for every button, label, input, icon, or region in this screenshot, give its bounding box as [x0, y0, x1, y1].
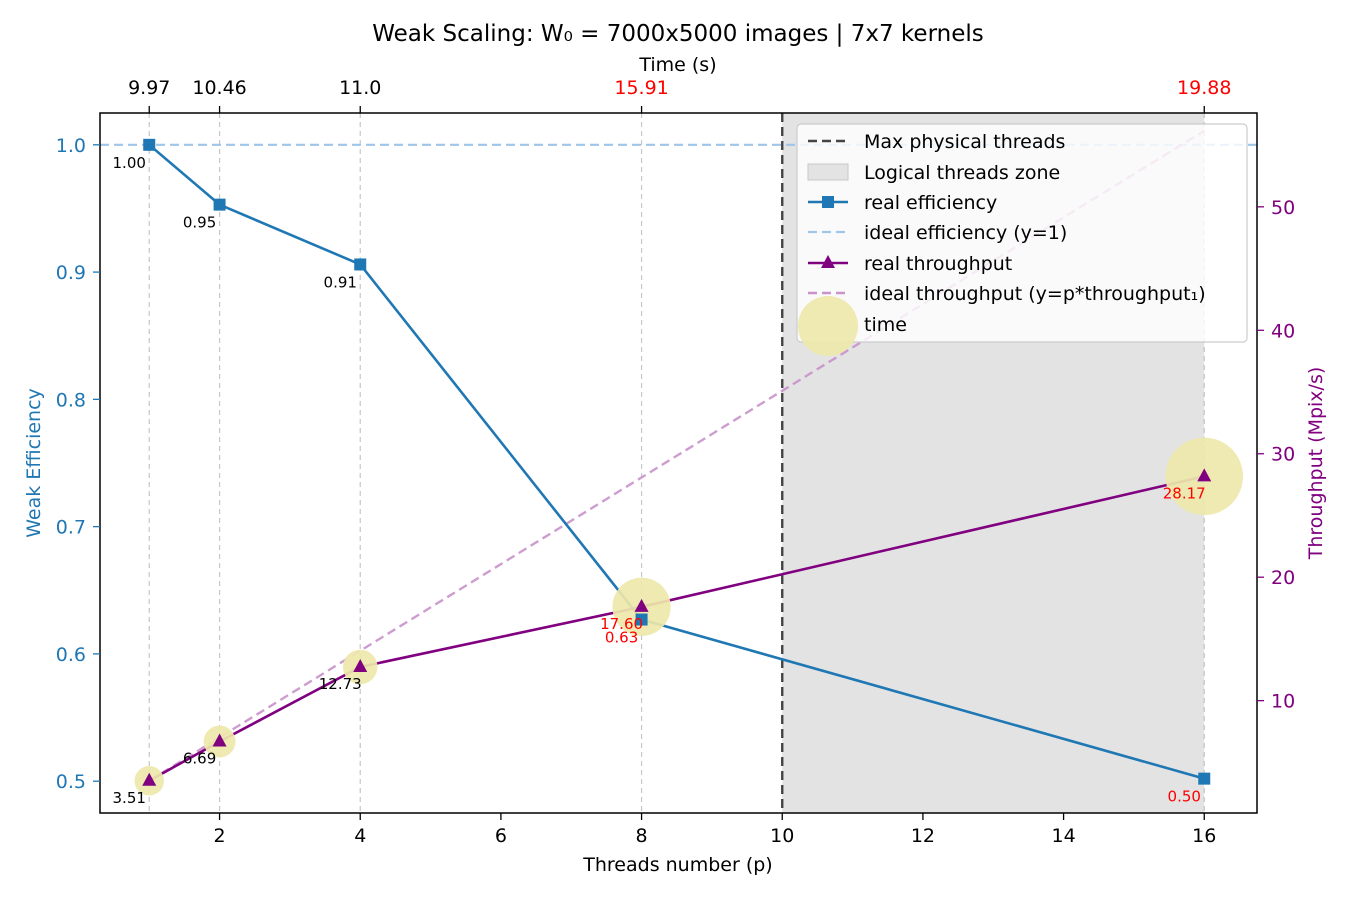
time-label-p1: 9.97	[128, 77, 170, 99]
legend-label-logical-zone: Logical threads zone	[864, 162, 1060, 184]
legend-handle-real-throughput-marker	[821, 255, 835, 268]
throughput-label-p1: 3.51	[113, 789, 146, 807]
x-tick-label-10: 10	[770, 825, 794, 847]
x-axis-label: Threads number (p)	[582, 854, 772, 876]
axes-layer: 2 4 6 8 10 12 14 16 0.5 0.6 0.7 0.8 0.9 1.0 10 20 30 40 50…	[56, 77, 1295, 847]
plot-frame	[99, 112, 1258, 814]
efficiency-label-p8: 0.63	[605, 629, 638, 647]
x-tick-label-6: 6	[495, 825, 507, 847]
throughput-label-p2: 6.69	[183, 750, 216, 768]
top-axis-label: Time (s)	[638, 54, 716, 76]
efficiency-label-p4: 0.91	[324, 273, 357, 291]
legend: Max physical threads Logical threads zone…	[796, 123, 1248, 356]
throughput-point-p16	[1197, 468, 1212, 482]
efficiency-label-p16: 0.50	[1168, 788, 1201, 806]
legend-label-max-physical-threads: Max physical threads	[864, 131, 1065, 153]
y-left-tick-label-1.0: 1.0	[56, 135, 86, 157]
y-right-tick-label-20: 20	[1271, 567, 1295, 589]
y-axis-label-right: Throughput (Mpix/s)	[1305, 367, 1327, 561]
legend-label-real-throughput: real throughput	[864, 253, 1012, 275]
efficiency-point-p16	[1198, 772, 1211, 785]
y-left-tick-label-0.6: 0.6	[56, 644, 86, 666]
y-left-tick-label-0.8: 0.8	[56, 389, 86, 411]
y-right-tick-label-40: 40	[1271, 320, 1295, 342]
legend-label-time: time	[864, 314, 907, 336]
time-label-p2: 10.46	[192, 77, 246, 99]
x-tick-label-4: 4	[354, 825, 366, 847]
x-tick-label-8: 8	[636, 825, 648, 847]
x-tick-label-2: 2	[214, 825, 226, 847]
y-left-tick-label-0.5: 0.5	[56, 771, 86, 793]
data-labels-layer: 1.00 0.95 0.91 0.63 0.50 3.51 6.69 12.73 17.60 28…	[113, 154, 1206, 807]
y-right-tick-label-30: 30	[1271, 444, 1295, 466]
legend-label-ideal-throughput: ideal throughput (y=p*throughput₁)	[864, 283, 1206, 305]
efficiency-point-p2	[213, 198, 226, 211]
y-right-tick-label-50: 50	[1271, 197, 1295, 219]
legend-label-real-efficiency: real efficiency	[864, 192, 997, 214]
chart-title: Weak Scaling: W₀ = 7000x5000 images | 7x…	[372, 21, 983, 47]
throughput-point-p1	[142, 772, 157, 786]
x-tick-label-14: 14	[1051, 825, 1075, 847]
y-axis-label-left: Weak Efficiency	[23, 388, 45, 538]
throughput-label-p4: 12.73	[319, 675, 362, 693]
time-label-p4: 11.0	[339, 77, 381, 99]
time-label-p8: 15.91	[614, 77, 668, 99]
efficiency-point-p8	[635, 613, 648, 626]
throughput-label-p8: 17.60	[600, 615, 643, 633]
efficiency-label-p2: 0.95	[183, 214, 216, 232]
x-tick-label-16: 16	[1192, 825, 1216, 847]
efficiency-label-p1: 1.00	[113, 154, 146, 172]
time-label-p16: 19.88	[1177, 77, 1231, 99]
throughput-point-p2	[212, 733, 227, 747]
throughput-point-p4	[353, 658, 368, 672]
throughput-label-p16: 28.17	[1163, 484, 1206, 502]
legend-handle-logical-zone	[807, 163, 849, 181]
x-tick-label-12: 12	[911, 825, 935, 847]
efficiency-point-p4	[354, 258, 367, 271]
y-left-tick-label-0.7: 0.7	[56, 517, 86, 539]
ideal-throughput-line	[148, 129, 1205, 782]
y-right-tick-label-10: 10	[1271, 691, 1295, 713]
series-markers-layer	[142, 138, 1212, 786]
legend-box	[796, 123, 1248, 343]
legend-label-ideal-efficiency: ideal efficiency (y=1)	[864, 222, 1067, 244]
legend-handle-real-efficiency-marker	[822, 196, 834, 208]
y-left-tick-label-0.9: 0.9	[56, 262, 86, 284]
efficiency-point-p1	[143, 138, 156, 151]
legend-handle-time	[798, 296, 858, 356]
throughput-point-p8	[634, 598, 649, 612]
